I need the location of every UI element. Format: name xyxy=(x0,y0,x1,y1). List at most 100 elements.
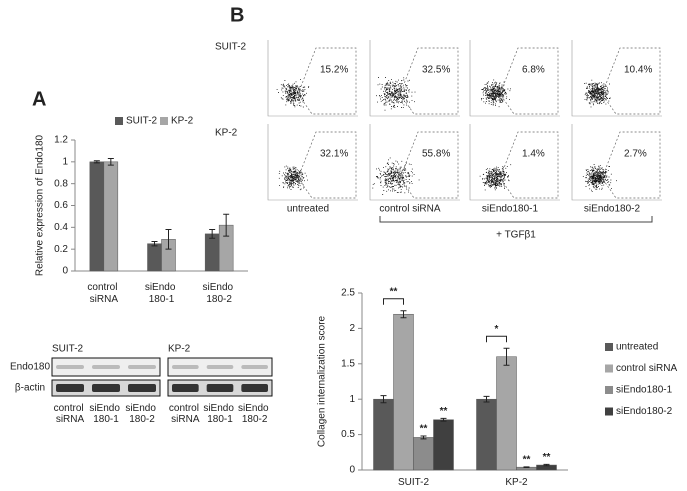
blot-band xyxy=(206,384,234,392)
plot-frame xyxy=(369,40,460,117)
blot-row-label: β-actin xyxy=(15,383,45,394)
panel-label: A xyxy=(32,88,46,110)
bar xyxy=(496,356,517,471)
flow-percent: 55.8% xyxy=(422,149,450,160)
bar xyxy=(413,437,434,471)
blot-band xyxy=(92,365,120,369)
y-axis-label: Collagen internalization score xyxy=(317,315,328,447)
legend-label: control siRNA xyxy=(616,363,677,374)
legend-label: siEndo180-1 xyxy=(616,385,673,396)
blot-lane-label: siEndo 180-2 xyxy=(238,403,271,425)
bar xyxy=(103,161,119,272)
flow-gate xyxy=(499,131,559,199)
flow-column-label: control siRNA xyxy=(379,204,440,215)
flow-row-label: SUIT-2 xyxy=(215,42,247,53)
y-tick-label: 0.4 xyxy=(54,222,68,233)
y-tick-label: 1.5 xyxy=(341,358,355,369)
blot-band xyxy=(128,384,156,392)
bar xyxy=(476,398,497,471)
bar xyxy=(373,398,394,471)
flow-percent: 2.7% xyxy=(624,149,647,160)
plot-frame xyxy=(469,40,560,117)
blot-lane-label: control siRNA xyxy=(54,403,87,425)
plot-frame xyxy=(267,124,358,201)
flow-row-label: KP-2 xyxy=(215,128,238,139)
legend-label: siEndo180-2 xyxy=(616,406,673,417)
error-bar xyxy=(209,229,216,239)
error-bar xyxy=(543,463,550,467)
flow-percent: 10.4% xyxy=(624,65,652,76)
flow-column-label: siEndo180-2 xyxy=(584,204,641,215)
blot-band xyxy=(92,384,120,392)
flow-dots xyxy=(584,79,611,108)
error-bar xyxy=(440,417,447,422)
blot-lane-label: siEndo 180-2 xyxy=(125,403,158,425)
plot-frame xyxy=(369,124,460,201)
flow-percent: 1.4% xyxy=(522,149,545,160)
blot-band xyxy=(56,384,84,392)
flow-column-label: untreated xyxy=(287,204,329,215)
bar xyxy=(204,233,220,272)
blot-band xyxy=(128,365,156,369)
blot-band xyxy=(241,365,268,369)
flow-percent: 15.2% xyxy=(320,65,348,76)
flow-dots xyxy=(582,164,617,192)
flow-dots xyxy=(481,79,511,108)
error-bar xyxy=(380,395,387,404)
error-bar xyxy=(93,160,100,164)
flow-column-label: siEndo180-1 xyxy=(482,204,539,215)
flow-dots xyxy=(276,79,310,108)
blot-band xyxy=(56,365,84,369)
blot-group-label: SUIT-2 xyxy=(52,344,84,355)
bar xyxy=(147,243,162,272)
y-tick-label: 0 xyxy=(62,266,68,277)
blot-band xyxy=(241,384,268,392)
flow-gate xyxy=(601,131,661,199)
blot-lane-label: siEndo 180-1 xyxy=(203,403,236,425)
plot-frame xyxy=(571,40,662,117)
significance-label: * xyxy=(495,324,499,335)
plot-frame xyxy=(571,124,662,201)
blot-band xyxy=(172,365,199,369)
y-tick-label: 0.5 xyxy=(341,429,355,440)
x-tick-label: siEndo 180-2 xyxy=(202,282,235,305)
legend-swatch xyxy=(605,364,613,373)
error-bar xyxy=(223,213,230,237)
significance-label: ** xyxy=(543,452,551,463)
blot-band xyxy=(206,365,234,369)
legend-label: untreated xyxy=(616,342,658,353)
y-tick-label: 0 xyxy=(349,465,355,476)
plot-frame xyxy=(267,40,358,117)
legend-label: SUIT-2 xyxy=(126,116,158,127)
x-tick-label: SUIT-2 xyxy=(398,477,430,488)
x-tick-label: siEndo 180-1 xyxy=(145,282,178,305)
y-tick-label: 1 xyxy=(349,394,355,405)
flow-dots xyxy=(479,164,512,191)
significance-label: ** xyxy=(523,454,531,465)
y-tick-label: 1 xyxy=(62,156,68,167)
y-tick-label: 2 xyxy=(349,323,355,334)
legend-swatch xyxy=(605,407,613,416)
significance-label: ** xyxy=(420,424,428,435)
flow-gate xyxy=(499,47,559,115)
error-bar xyxy=(483,395,490,403)
flow-gate xyxy=(399,131,459,199)
bar xyxy=(393,313,414,471)
legend-swatch xyxy=(115,117,123,125)
significance-bracket xyxy=(486,335,507,343)
error-bar xyxy=(107,158,114,166)
error-bar xyxy=(523,466,530,469)
flow-gate xyxy=(297,131,357,199)
panel-label: B xyxy=(230,4,244,26)
significance-bracket xyxy=(383,298,404,305)
blot-lane-label: siEndo 180-1 xyxy=(89,403,122,425)
flow-dots xyxy=(376,77,416,111)
error-bar xyxy=(151,241,158,247)
y-tick-label: 0.2 xyxy=(54,244,68,255)
plot-frame xyxy=(469,124,560,201)
significance-label: ** xyxy=(390,286,398,297)
blot-band xyxy=(172,384,199,392)
error-bar xyxy=(400,310,407,319)
